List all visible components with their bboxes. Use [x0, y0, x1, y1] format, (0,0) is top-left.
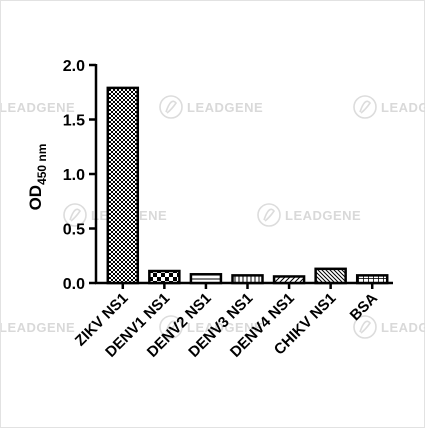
watermark-logo: LEADGENE [353, 315, 425, 339]
watermark-circle-icon [353, 95, 377, 119]
watermark-leaf-icon [165, 320, 177, 334]
bar [272, 275, 306, 285]
x-category-label: BSA [347, 290, 382, 325]
chart-bars [106, 86, 389, 289]
y-tick-label: 1.0 [63, 167, 85, 184]
watermark-text: LEADGENE [285, 208, 361, 223]
watermark-leaf-icon [359, 100, 371, 114]
watermark-circle-icon [257, 203, 281, 227]
watermark-circle-icon [159, 95, 183, 119]
y-axis-label-subscript: 450 nm [35, 144, 49, 185]
watermark-circle-icon [63, 203, 87, 227]
watermark-circle-icon [353, 315, 377, 339]
bar [231, 274, 264, 285]
watermark-logo: LEADGENE [353, 95, 425, 119]
bar [189, 273, 223, 285]
watermark-logo: LEADGENE [257, 203, 361, 227]
bar [314, 267, 347, 285]
watermark-leaf-icon [359, 320, 371, 334]
y-tick-label: 0.0 [63, 276, 85, 293]
watermark-logo: LEADGENE [159, 315, 263, 339]
watermark-text: LEADGENE [1, 320, 75, 335]
y-axis-label: OD450 nm [26, 144, 49, 211]
watermark-leaf-icon [69, 208, 81, 222]
bar [148, 269, 181, 285]
y-axis-label-main: OD [26, 185, 45, 211]
chart-axes [94, 64, 393, 285]
watermark-text: LEADGENE [187, 100, 263, 115]
watermark-text: LEADGENE [381, 100, 425, 115]
watermark-text: LEADGENE [1, 100, 75, 115]
watermark-logo: LEADGENE [1, 320, 75, 335]
bar [106, 86, 140, 285]
bar [355, 274, 389, 285]
watermark-logo: LEADGENE [1, 100, 75, 115]
watermark-logo: LEADGENE [159, 95, 263, 119]
y-tick-label: 2.0 [63, 58, 85, 75]
watermark-leaf-icon [263, 208, 275, 222]
watermark-leaf-icon [165, 100, 177, 114]
y-tick-label: 1.5 [63, 113, 85, 130]
watermark-text: LEADGENE [381, 320, 425, 335]
y-tick-label: 0.5 [63, 222, 85, 239]
watermark-circle-icon [159, 315, 183, 339]
y-axis-ticks: 0.0 0.5 1.0 1.5 2.0 [63, 58, 96, 293]
watermark-text: LEADGENE [187, 320, 263, 335]
